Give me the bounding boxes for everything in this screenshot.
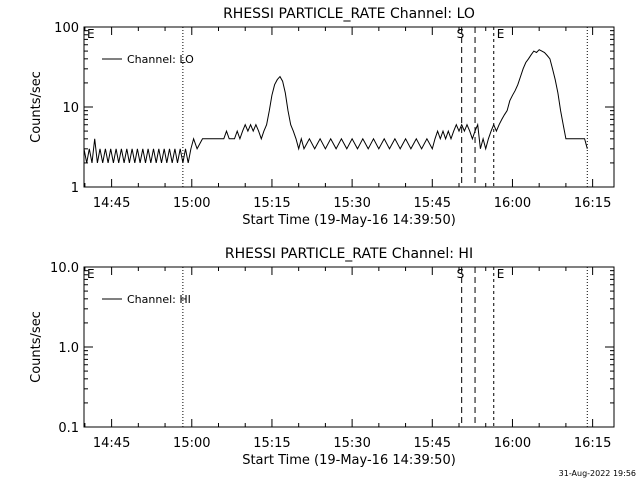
- x-axis-label: Start Time (19-May-16 14:39:50): [242, 213, 456, 228]
- chart-title: RHESSI PARTICLE_RATE Channel: HI: [225, 246, 473, 262]
- y-tick-label: 1.0: [58, 341, 79, 356]
- x-tick-label: 15:30: [333, 436, 370, 451]
- legend-label: Channel: LO: [127, 53, 194, 66]
- legend-label: Channel: HI: [127, 293, 191, 306]
- x-tick-label: 14:45: [93, 436, 130, 451]
- chart-title: RHESSI PARTICLE_RATE Channel: LO: [223, 6, 475, 22]
- annotation-marker: S: [457, 267, 465, 281]
- chart-panel: RHESSI PARTICLE_RATE Channel: HI Start Ti…: [29, 246, 615, 468]
- y-tick-label: 0.1: [58, 421, 79, 436]
- annotation-marker: E: [87, 27, 95, 41]
- x-tick-label: 15:00: [173, 436, 210, 451]
- x-tick-label: 14:45: [93, 196, 130, 211]
- x-tick-label: 15:45: [414, 196, 451, 211]
- x-tick-label: 16:00: [494, 196, 531, 211]
- y-tick-label: 10.0: [50, 261, 79, 276]
- x-tick-label: 15:15: [253, 436, 290, 451]
- x-tick-label: 16:15: [574, 436, 611, 451]
- annotation-marker: E: [87, 267, 95, 281]
- x-tick-label: 15:00: [173, 196, 210, 211]
- x-tick-label: 16:15: [574, 196, 611, 211]
- y-tick-label: 10: [62, 101, 79, 116]
- y-axis-label: Counts/sec: [29, 71, 44, 143]
- x-tick-label: 15:30: [333, 196, 370, 211]
- chart-panel: RHESSI PARTICLE_RATE Channel: LO Start Ti…: [29, 6, 615, 228]
- y-tick-label: 100: [54, 21, 79, 36]
- y-axis-label: Counts/sec: [29, 311, 44, 383]
- y-tick-label: 1: [71, 181, 79, 196]
- annotation-marker: E: [497, 27, 505, 41]
- x-tick-label: 15:45: [414, 436, 451, 451]
- x-axis-label: Start Time (19-May-16 14:39:50): [242, 453, 456, 468]
- x-tick-label: 16:00: [494, 436, 531, 451]
- footer-timestamp: 31-Aug-2022 19:56: [559, 469, 636, 478]
- annotation-marker: E: [497, 267, 505, 281]
- series-line: [83, 49, 588, 163]
- x-tick-label: 15:15: [253, 196, 290, 211]
- annotation-marker: S: [457, 27, 465, 41]
